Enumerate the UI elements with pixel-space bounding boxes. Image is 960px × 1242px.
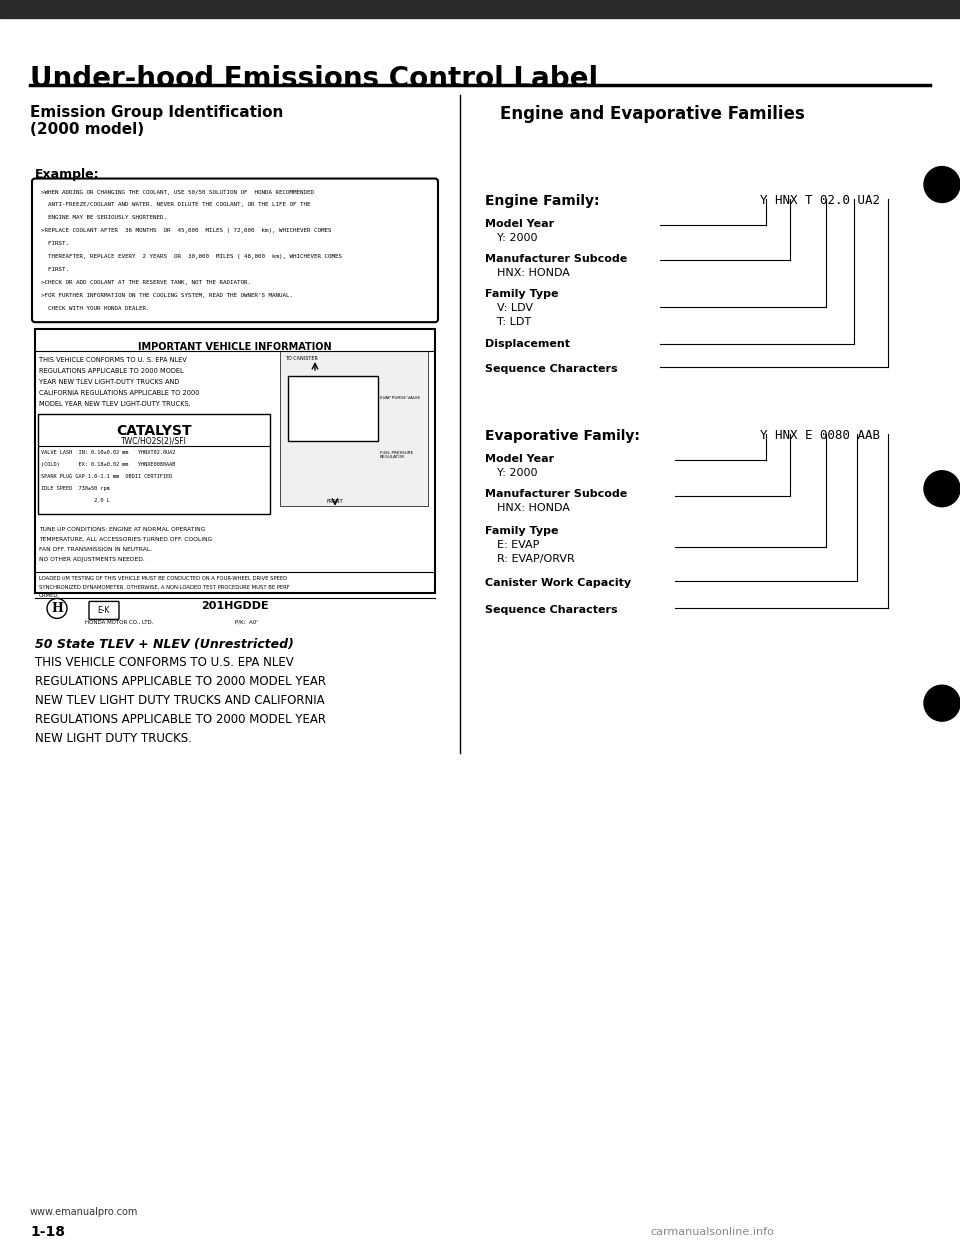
Bar bbox=[288, 376, 378, 441]
Text: IDLE SPEED  730±50 rpm: IDLE SPEED 730±50 rpm bbox=[41, 486, 109, 491]
Circle shape bbox=[924, 686, 960, 722]
Text: TO CANISTER: TO CANISTER bbox=[285, 356, 318, 361]
Text: 1-18: 1-18 bbox=[30, 1225, 65, 1238]
FancyBboxPatch shape bbox=[89, 601, 119, 620]
Text: NO OTHER ADJUSTMENTS NEEDED.: NO OTHER ADJUSTMENTS NEEDED. bbox=[39, 556, 145, 561]
Text: MODEL YEAR NEW TLEV LIGHT-DUTY TRUCKS.: MODEL YEAR NEW TLEV LIGHT-DUTY TRUCKS. bbox=[39, 401, 191, 407]
Text: Model Year: Model Year bbox=[485, 220, 554, 230]
Text: Manufacturer Subcode: Manufacturer Subcode bbox=[485, 255, 627, 265]
Text: >FOR FURTHER INFORMATION ON THE COOLING SYSTEM, READ THE OWNER'S MANUAL.: >FOR FURTHER INFORMATION ON THE COOLING … bbox=[41, 293, 293, 298]
Text: Y: 2000: Y: 2000 bbox=[497, 468, 538, 478]
Text: E: EVAP: E: EVAP bbox=[497, 539, 540, 550]
Text: Manufacturer Subcode: Manufacturer Subcode bbox=[485, 489, 627, 499]
Text: Canister Work Capacity: Canister Work Capacity bbox=[485, 579, 631, 589]
Text: CATALYST: CATALYST bbox=[116, 424, 192, 438]
Text: CALIFORNIA REGULATIONS APPLICABLE TO 2000: CALIFORNIA REGULATIONS APPLICABLE TO 200… bbox=[39, 390, 200, 396]
Text: ANTI-FREEZE/COOLANT AND WATER. NEVER DILUTE THE COOLANT, OR THE LIFE OF THE: ANTI-FREEZE/COOLANT AND WATER. NEVER DIL… bbox=[41, 202, 310, 207]
Text: TUNE UP CONDITIONS: ENGINE AT NORMAL OPERATING: TUNE UP CONDITIONS: ENGINE AT NORMAL OPE… bbox=[39, 527, 205, 532]
Text: TEMPERATURE. ALL ACCESSORIES TURNED OFF. COOLING: TEMPERATURE. ALL ACCESSORIES TURNED OFF.… bbox=[39, 537, 212, 542]
Text: THIS VEHICLE CONFORMS TO U. S. EPA NLEV: THIS VEHICLE CONFORMS TO U. S. EPA NLEV bbox=[39, 356, 187, 363]
Text: HNX: HONDA: HNX: HONDA bbox=[497, 268, 570, 278]
Text: HNX: HONDA: HNX: HONDA bbox=[497, 503, 570, 513]
Circle shape bbox=[924, 471, 960, 507]
Text: THEREAFTER, REPLACE EVERY  2 YEARS  OR  30,000  MILES ( 48,000  km), WHICHEVER C: THEREAFTER, REPLACE EVERY 2 YEARS OR 30,… bbox=[41, 255, 342, 260]
Text: HONDA MOTOR CO., LTD.: HONDA MOTOR CO., LTD. bbox=[85, 620, 154, 625]
Bar bbox=[38, 414, 270, 514]
Text: CHECK WITH YOUR HONDA DEALER.: CHECK WITH YOUR HONDA DEALER. bbox=[41, 307, 150, 312]
Text: LOADED I/M TESTING OF THIS VEHICLE MUST BE CONDUCTED ON A FOUR-WHEEL DRIVE SPEED: LOADED I/M TESTING OF THIS VEHICLE MUST … bbox=[39, 575, 287, 580]
Text: >CHECK OR ADD COOLANT AT THE RESERVE TANK, NOT THE RADIATOR.: >CHECK OR ADD COOLANT AT THE RESERVE TAN… bbox=[41, 281, 251, 286]
Bar bbox=[35, 329, 435, 594]
Text: THIS VEHICLE CONFORMS TO U.S. EPA NLEV
REGULATIONS APPLICABLE TO 2000 MODEL YEAR: THIS VEHICLE CONFORMS TO U.S. EPA NLEV R… bbox=[35, 656, 326, 745]
Text: Engine and Evaporative Families: Engine and Evaporative Families bbox=[500, 104, 804, 123]
Text: YEAR NEW TLEV LIGHT-DUTY TRUCKS AND: YEAR NEW TLEV LIGHT-DUTY TRUCKS AND bbox=[39, 379, 180, 385]
Text: H: H bbox=[51, 602, 63, 615]
Text: Y HNX T 02.0 UA2: Y HNX T 02.0 UA2 bbox=[760, 195, 880, 207]
Text: Evaporative Family:: Evaporative Family: bbox=[485, 428, 640, 443]
Bar bbox=[280, 351, 428, 505]
Text: Y HNX E 0080 AAB: Y HNX E 0080 AAB bbox=[760, 428, 880, 442]
Text: IMPORTANT VEHICLE INFORMATION: IMPORTANT VEHICLE INFORMATION bbox=[138, 342, 332, 353]
Text: VALVE LASH  IN: 0.10±0.02 mm   YHNXT02.0UA2: VALVE LASH IN: 0.10±0.02 mm YHNXT02.0UA2 bbox=[41, 450, 176, 455]
Text: V: LDV: V: LDV bbox=[497, 303, 533, 313]
Text: ENGINE MAY BE SERIOUSLY SHORTENED.: ENGINE MAY BE SERIOUSLY SHORTENED. bbox=[41, 215, 167, 220]
Text: FAN OFF. TRANSMISSION IN NEUTRAL.: FAN OFF. TRANSMISSION IN NEUTRAL. bbox=[39, 546, 152, 551]
Text: EVAP PURGE VALVE: EVAP PURGE VALVE bbox=[380, 396, 420, 400]
Text: 2.0 L: 2.0 L bbox=[41, 498, 109, 503]
Text: >WHEN ADDING OR CHANGING THE COOLANT, USE 50/50 SOLUTION OF  HONDA RECOMMENDED: >WHEN ADDING OR CHANGING THE COOLANT, US… bbox=[41, 190, 314, 195]
Text: >REPLACE COOLANT AFTER  36 MONTHS  OR  45,000  MILES ( 72,000  km), WHICHEVER CO: >REPLACE COOLANT AFTER 36 MONTHS OR 45,0… bbox=[41, 229, 331, 233]
Text: Sequence Characters: Sequence Characters bbox=[485, 605, 617, 616]
Text: 50 State TLEV + NLEV (Unrestricted): 50 State TLEV + NLEV (Unrestricted) bbox=[35, 638, 294, 651]
Text: T: LDT: T: LDT bbox=[497, 317, 531, 327]
Bar bbox=[0, 0, 960, 17]
Text: carmanualsonline.info: carmanualsonline.info bbox=[650, 1227, 774, 1237]
Text: FIRST.: FIRST. bbox=[41, 241, 69, 246]
Circle shape bbox=[924, 166, 960, 202]
Text: FUEL PRESSURE
REGULATOR: FUEL PRESSURE REGULATOR bbox=[380, 451, 413, 460]
Text: Example:: Example: bbox=[35, 168, 100, 180]
Text: Family Type: Family Type bbox=[485, 525, 559, 535]
Text: FIRST.: FIRST. bbox=[41, 267, 69, 272]
Text: E-K: E-K bbox=[98, 606, 110, 615]
Text: SYNCHRONIZED DYNAMOMETER. OTHERWISE, A NON-LOADED TEST PROCEDURE MUST BE PERF: SYNCHRONIZED DYNAMOMETER. OTHERWISE, A N… bbox=[39, 585, 290, 590]
Text: Family Type: Family Type bbox=[485, 289, 559, 299]
Circle shape bbox=[47, 599, 67, 619]
Text: TWC/HO2S(2)/SFI: TWC/HO2S(2)/SFI bbox=[121, 437, 187, 446]
Text: Displacement: Displacement bbox=[485, 339, 570, 349]
Text: Model Year: Model Year bbox=[485, 453, 554, 463]
Text: Engine Family:: Engine Family: bbox=[485, 195, 599, 209]
Text: Sequence Characters: Sequence Characters bbox=[485, 364, 617, 374]
Text: (COLD)      EX: 0.18±0.02 mm   YHNXE0080AAB: (COLD) EX: 0.18±0.02 mm YHNXE0080AAB bbox=[41, 462, 176, 467]
Text: Emission Group Identification
(2000 model): Emission Group Identification (2000 mode… bbox=[30, 104, 283, 137]
Text: REGULATIONS APPLICABLE TO 2000 MODEL: REGULATIONS APPLICABLE TO 2000 MODEL bbox=[39, 368, 183, 374]
Text: FRONT: FRONT bbox=[326, 499, 344, 504]
Text: Y: 2000: Y: 2000 bbox=[497, 233, 538, 243]
Text: R: EVAP/ORVR: R: EVAP/ORVR bbox=[497, 554, 575, 564]
Text: SPARK PLUG GAP 1.0-1.1 mm  OBDII CERTIFIED: SPARK PLUG GAP 1.0-1.1 mm OBDII CERTIFIE… bbox=[41, 473, 172, 478]
Text: 201HGDDE: 201HGDDE bbox=[202, 601, 269, 611]
Text: www.emanualpro.com: www.emanualpro.com bbox=[30, 1207, 138, 1217]
Text: Under-hood Emissions Control Label: Under-hood Emissions Control Label bbox=[30, 65, 598, 93]
FancyBboxPatch shape bbox=[32, 179, 438, 322]
Text: P/K:  A0': P/K: A0' bbox=[235, 620, 257, 625]
Text: ORMED.: ORMED. bbox=[39, 594, 60, 599]
